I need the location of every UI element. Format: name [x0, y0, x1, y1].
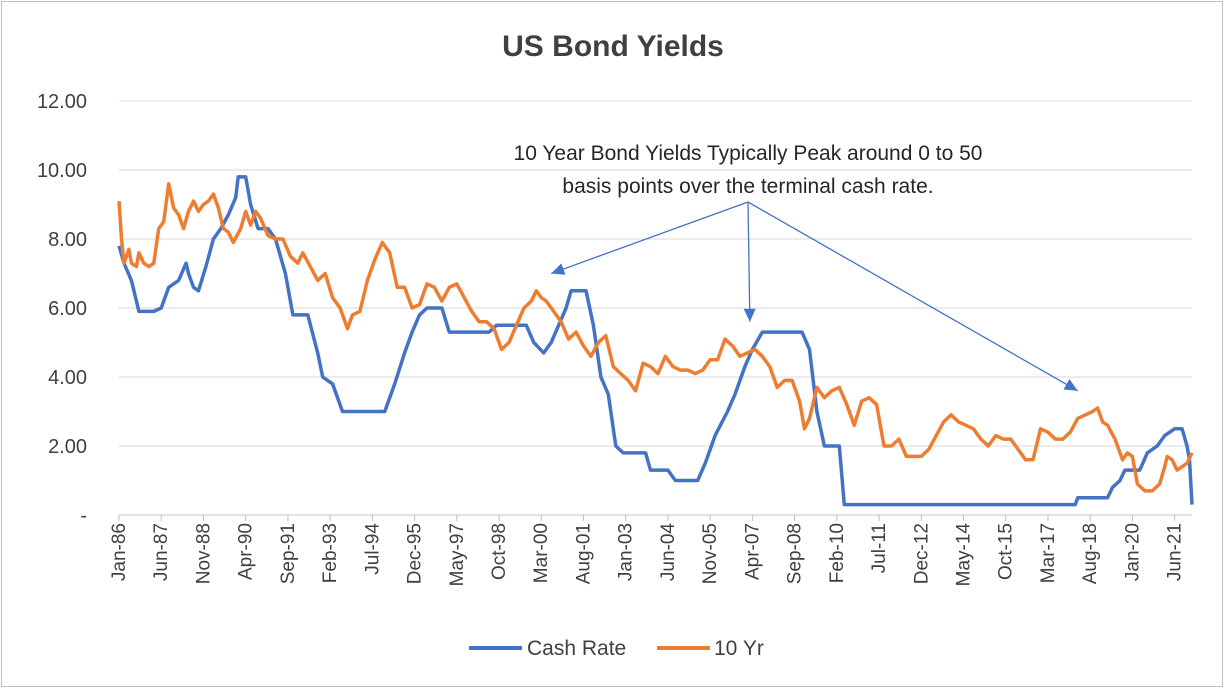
x-tick-label: Jul-94 — [362, 523, 383, 575]
x-axis: Jan-86 Jun-87 Nov-88 Apr-90 Sep-91 Feb-93 Jul-… — [109, 514, 1192, 587]
annotation-line-1: 10 Year Bond Yields Typically Peak aroun… — [514, 142, 983, 165]
x-tick-label: Jan-86 — [109, 523, 130, 581]
x-tick-label: Jun-04 — [658, 523, 679, 582]
y-tick-label: 2.00 — [48, 436, 87, 458]
x-tick-label: Jan-20 — [1122, 523, 1143, 581]
annotation-arrow — [747, 201, 1079, 392]
x-tick-label: Jun-87 — [151, 523, 172, 581]
annotation-arrowhead — [551, 263, 566, 275]
x-tick-label: Dec-12 — [911, 523, 932, 584]
y-tick-label: 12.00 — [37, 91, 87, 113]
series-line-cash-rate — [117, 175, 1194, 507]
x-tick-label: May-14 — [953, 523, 974, 587]
y-axis-ticks: - 2.00 4.00 6.00 8.00 10.00 12.00 — [37, 91, 87, 527]
series-line-10yr — [117, 182, 1194, 493]
annotation-arrowhead — [1063, 379, 1078, 391]
x-tick-label: Mar-17 — [1038, 523, 1059, 583]
y-tick-label: 6.00 — [48, 298, 87, 320]
legend: Cash Rate 10 Yr — [469, 637, 764, 660]
series-lines — [117, 175, 1194, 507]
legend-label-cash-rate: Cash Rate — [527, 637, 626, 660]
y-tick-label: 4.00 — [48, 367, 87, 389]
gridlines — [119, 100, 1192, 447]
x-tick-label: Sep-91 — [278, 523, 299, 584]
x-tick-label: Mar-00 — [531, 523, 552, 583]
y-tick-label: - — [80, 505, 87, 527]
chart-title: US Bond Yields — [502, 30, 724, 63]
x-tick-label: Aug-01 — [573, 523, 594, 584]
y-tick-label: 10.00 — [37, 160, 87, 182]
x-tick-label: Aug-18 — [1080, 523, 1101, 584]
x-tick-label: Nov-88 — [193, 523, 214, 584]
x-tick-label: May-97 — [447, 523, 468, 586]
x-tick-label: Jul-11 — [869, 523, 890, 573]
x-tick-label: Apr-07 — [742, 523, 763, 580]
x-tick-label: Apr-90 — [236, 523, 257, 580]
x-tick-label: Sep-08 — [785, 523, 806, 584]
x-tick-label: Jan-03 — [616, 523, 637, 581]
x-tick-label: Oct-15 — [996, 523, 1017, 580]
annotation-arrowhead — [743, 308, 756, 322]
annotation-arrow — [550, 201, 749, 275]
x-tick-label: Oct-98 — [489, 523, 510, 580]
annotation: 10 Year Bond Yields Typically Peak aroun… — [514, 142, 1079, 392]
annotation-line-2: basis points over the terminal cash rate… — [562, 175, 933, 198]
x-tick-label: Feb-93 — [320, 523, 341, 583]
x-tick-label: Jun-21 — [1165, 523, 1186, 581]
legend-label-10yr: 10 Yr — [714, 637, 764, 660]
x-tick-label: Dec-95 — [405, 523, 426, 584]
annotation-arrow — [747, 201, 751, 322]
x-tick-label: Nov-05 — [700, 523, 721, 584]
y-tick-label: 8.00 — [48, 229, 87, 251]
x-tick-label: Feb-10 — [827, 523, 848, 583]
